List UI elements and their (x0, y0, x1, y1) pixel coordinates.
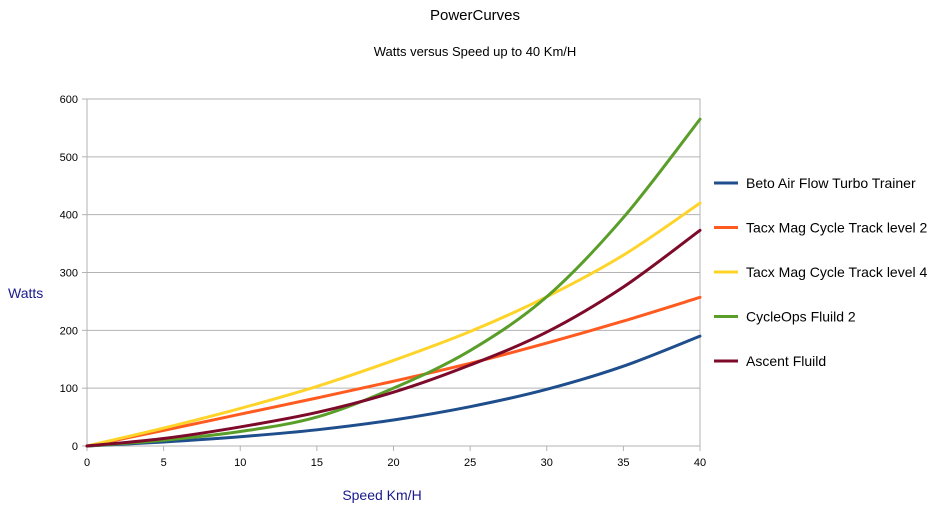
series-line-2 (85, 201, 702, 448)
series-line-4 (85, 228, 702, 448)
x-tick-label: 15 (311, 457, 323, 469)
x-tick-label: 20 (387, 457, 399, 469)
x-tick-label: 5 (161, 457, 167, 469)
series-line-0 (85, 334, 702, 448)
y-tick-label: 0 (72, 441, 78, 453)
series-layer (85, 117, 702, 448)
legend: Beto Air Flow Turbo Trainer Tacx Mag Cycl… (714, 175, 927, 369)
x-tick-label: 30 (541, 457, 553, 469)
chart-title: PowerCurves (430, 7, 520, 24)
chart-subtitle: Watts versus Speed up to 40 Km/H (374, 44, 577, 59)
x-tick-label: 25 (464, 457, 476, 469)
series-line-1 (85, 295, 702, 448)
y-tick-label: 500 (60, 152, 78, 164)
x-tick-label: 35 (617, 457, 629, 469)
x-tick-label: 0 (84, 457, 90, 469)
legend-label-1: Tacx Mag Cycle Track level 2 (746, 220, 927, 236)
x-axis-label: Speed Km/H (342, 487, 421, 503)
legend-label-4: Ascent Fluild (746, 353, 826, 369)
y-tick-label: 200 (60, 325, 78, 337)
y-tick-label: 100 (60, 383, 78, 395)
y-axis-label: Watts (8, 285, 43, 301)
y-tick-label: 300 (60, 268, 78, 280)
legend-label-0: Beto Air Flow Turbo Trainer (746, 175, 916, 191)
ticks-layer: 0 100 200 300 400 500 600 0 5 10 15 20 25 30 35 40 (60, 94, 706, 469)
x-tick-label: 10 (234, 457, 246, 469)
x-tick-label: 40 (694, 457, 706, 469)
series-line-3 (85, 117, 702, 448)
legend-label-2: Tacx Mag Cycle Track level 4 (746, 264, 927, 280)
grid-layer (87, 156, 700, 389)
y-tick-label: 600 (60, 94, 78, 106)
y-tick-label: 400 (60, 210, 78, 222)
legend-label-3: CycleOps Fluild 2 (746, 309, 856, 325)
